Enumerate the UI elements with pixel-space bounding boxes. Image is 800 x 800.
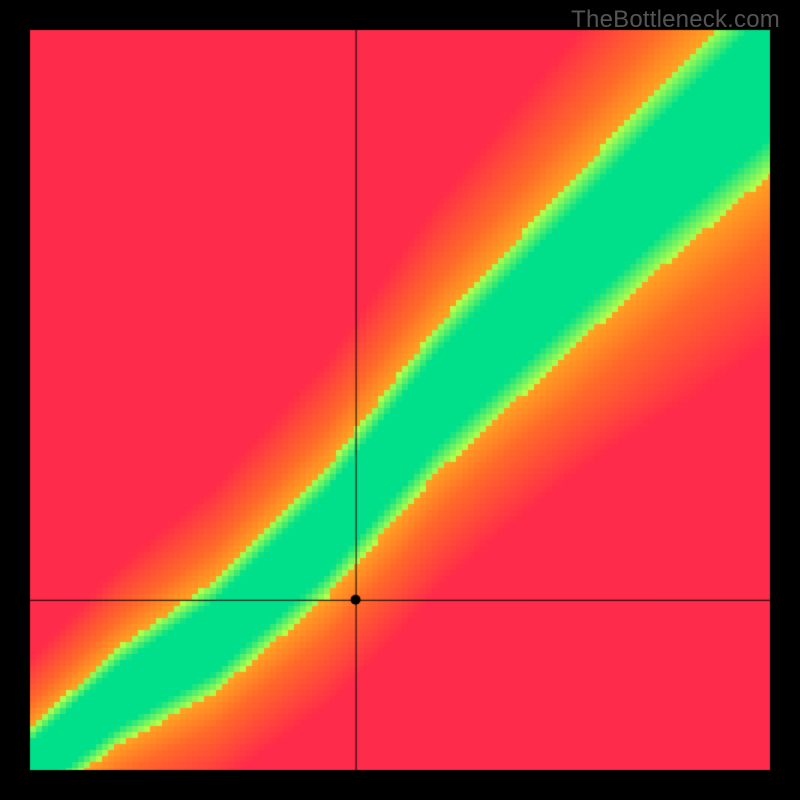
chart-container: TheBottleneck.com <box>0 0 800 800</box>
heatmap-canvas <box>0 0 800 800</box>
watermark: TheBottleneck.com <box>571 6 780 34</box>
